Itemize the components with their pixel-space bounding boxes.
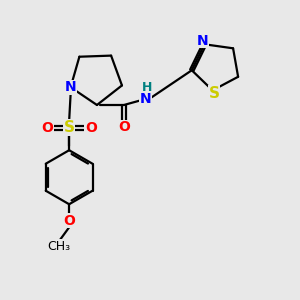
Text: S: S: [208, 86, 220, 101]
Text: N: N: [197, 34, 209, 48]
Text: S: S: [64, 120, 75, 135]
Text: O: O: [85, 121, 97, 135]
Text: O: O: [118, 121, 130, 134]
Text: O: O: [42, 121, 53, 135]
Text: O: O: [63, 214, 75, 228]
Text: CH₃: CH₃: [47, 240, 70, 253]
Text: N: N: [65, 80, 76, 94]
Text: H: H: [142, 81, 152, 94]
Text: N: N: [140, 92, 152, 106]
